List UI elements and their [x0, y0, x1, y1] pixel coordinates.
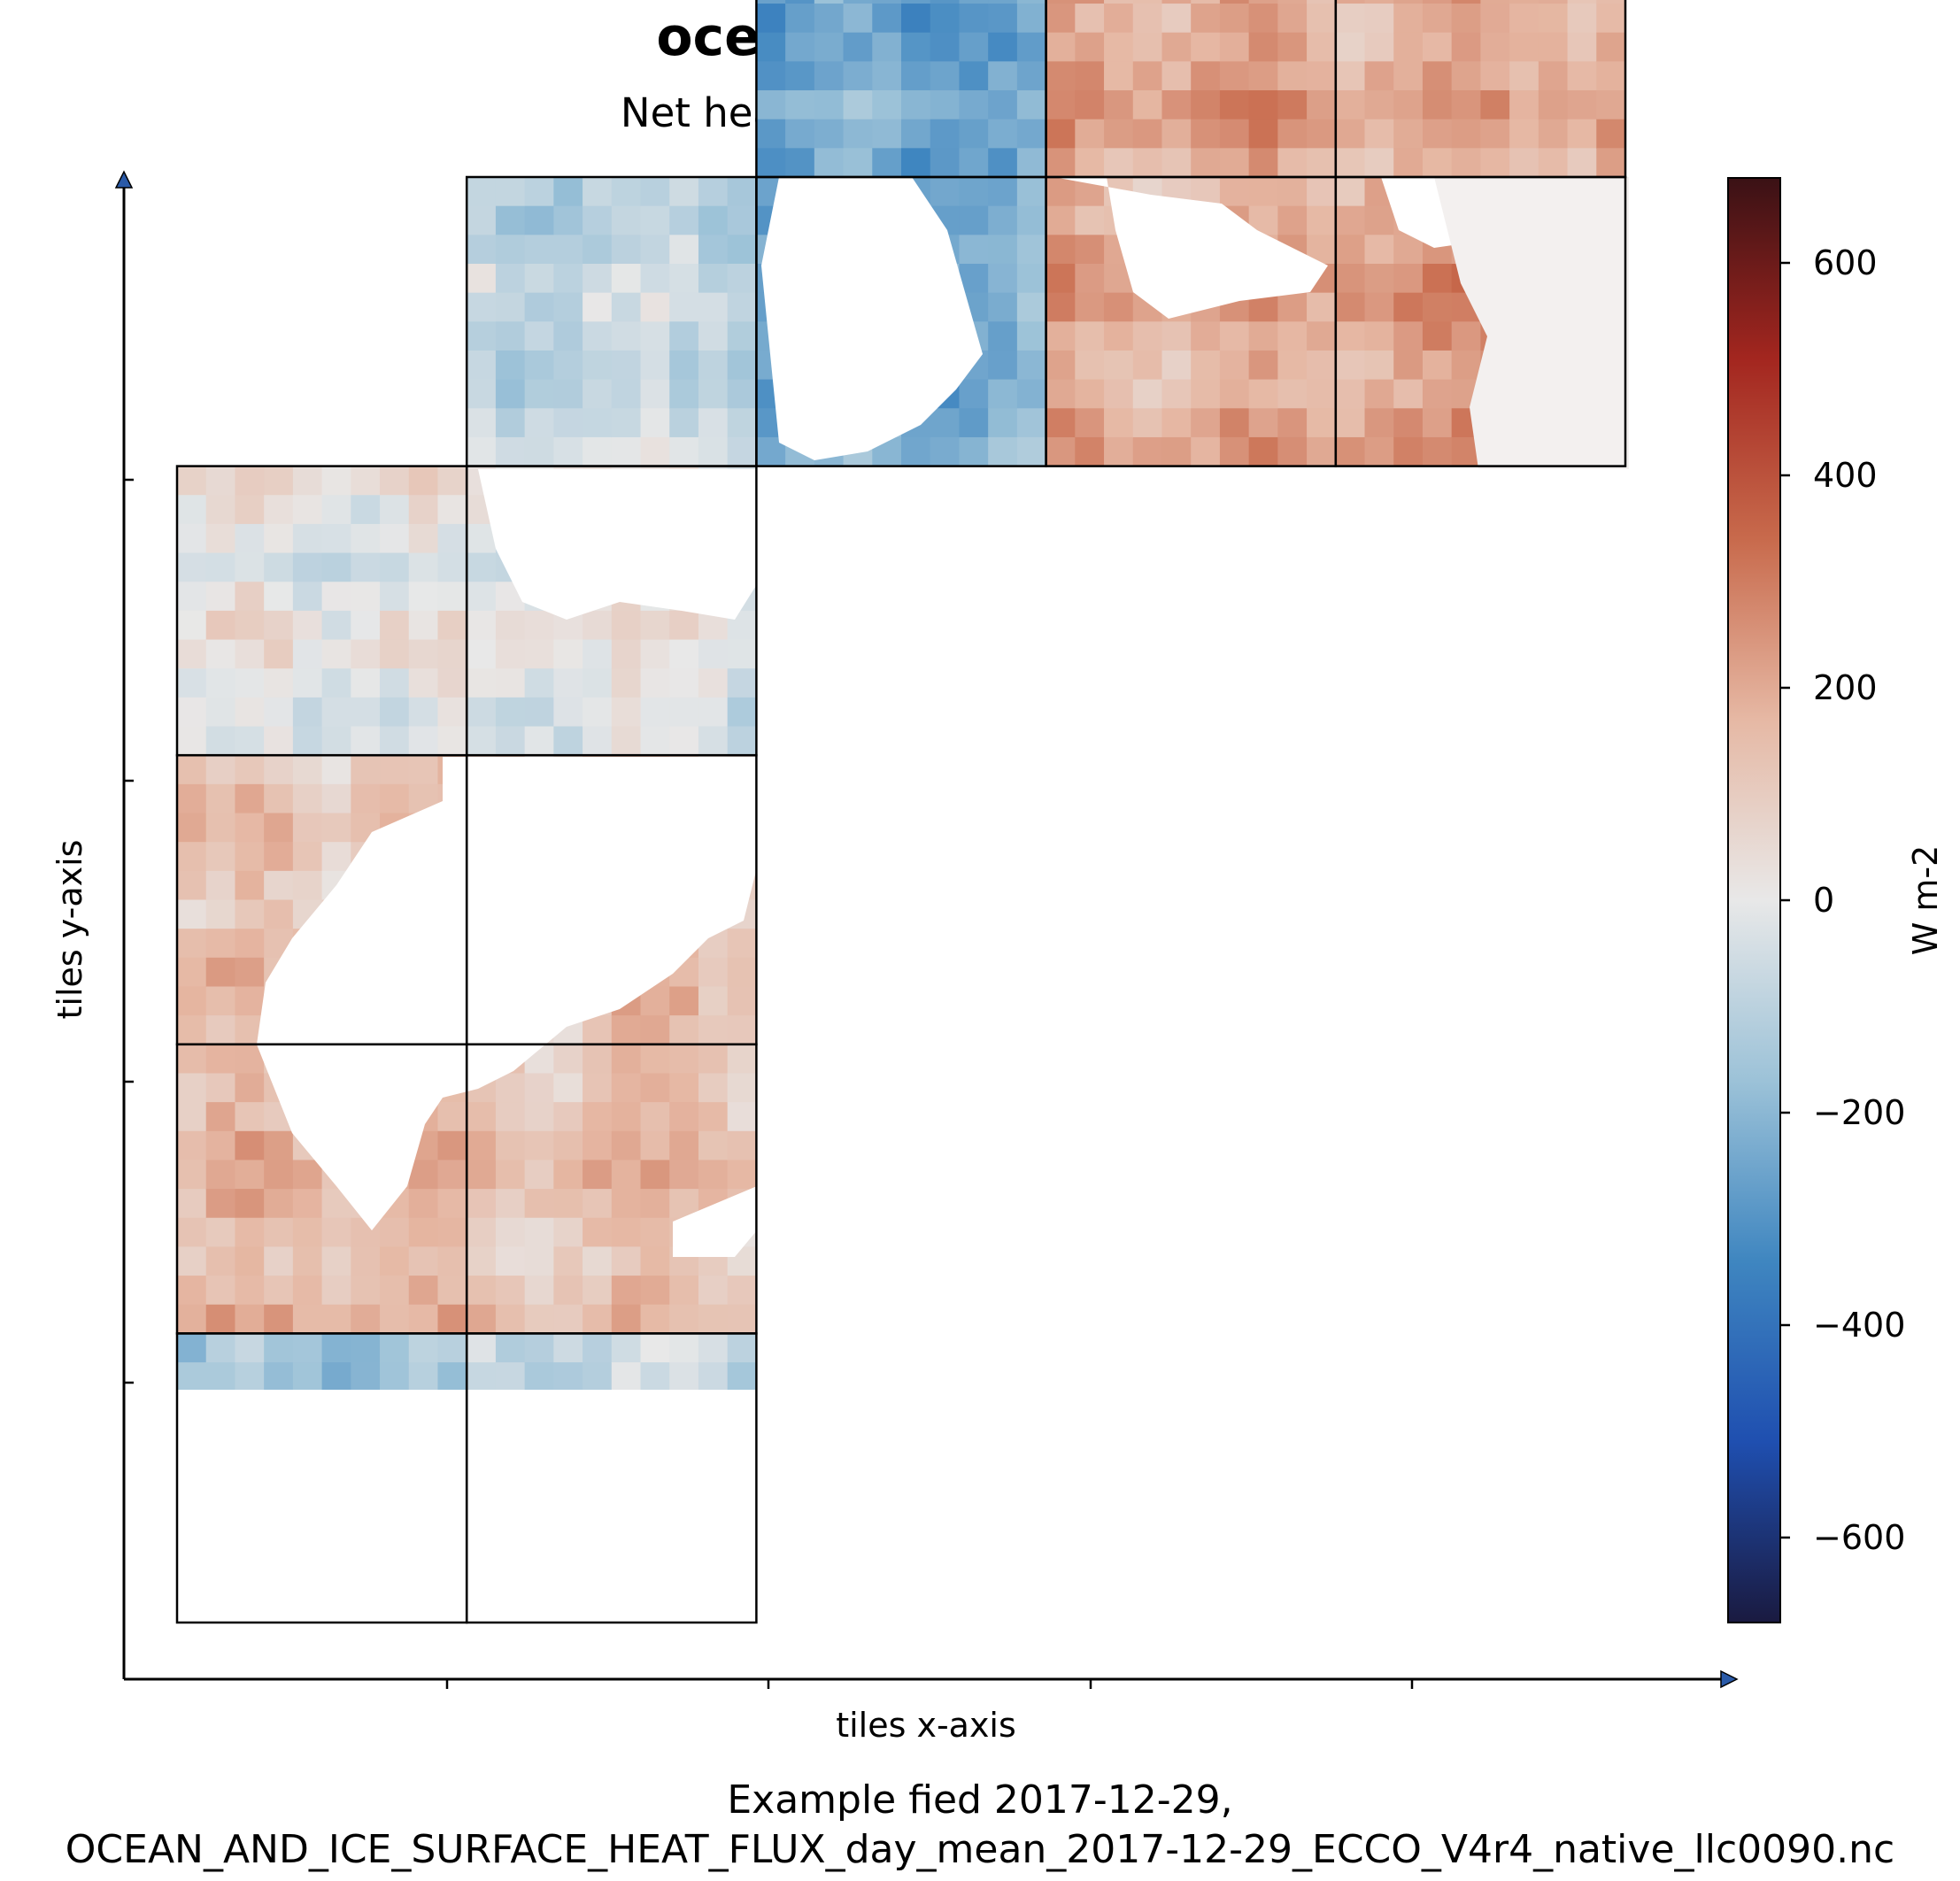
colorbar-tick-label: 0	[1813, 881, 1834, 920]
colorbar-tick-label: −200	[1813, 1093, 1905, 1132]
x-axis-label: tiles x-axis	[836, 1706, 1016, 1745]
tile-2-5	[756, 0, 1047, 178]
colorbar	[1727, 177, 1781, 1623]
colorbar-label: W m-2	[1906, 845, 1945, 956]
colorbar-tick-label: −600	[1813, 1518, 1905, 1557]
axes	[122, 180, 1728, 1681]
tile-1-1	[467, 1044, 757, 1334]
x-axis-arrow	[1720, 1669, 1739, 1689]
caption-line-1: Example fied 2017-12-29,	[727, 1777, 1232, 1823]
tile-3-5	[1046, 0, 1337, 178]
tile-1-4	[467, 177, 757, 467]
colorbar-tick-label: −400	[1813, 1306, 1905, 1345]
colorbar-tick-label: 400	[1813, 456, 1878, 495]
colorbar-tick-label: 200	[1813, 668, 1878, 707]
tile-4-5	[1335, 0, 1626, 178]
tile-outline	[1334, 0, 1627, 179]
land-mask	[177, 177, 1629, 1624]
y-axis-label: tiles y-axis	[50, 840, 89, 1020]
caption-line-2: OCEAN_AND_ICE_SURFACE_HEAT_FLUX_day_mean…	[66, 1827, 1894, 1872]
tile-0-3	[177, 466, 467, 756]
y-axis-arrow	[114, 170, 134, 189]
tile-grid	[175, 0, 1627, 1624]
colorbar-tick-label: 600	[1813, 243, 1878, 282]
